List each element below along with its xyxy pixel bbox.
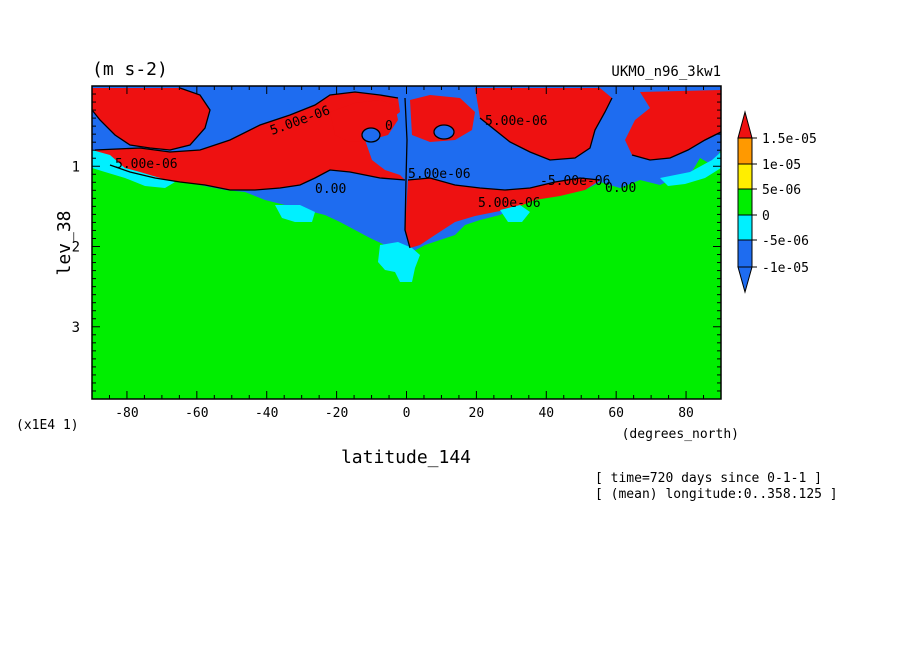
red-region-left-mid <box>95 92 405 190</box>
plot-area: 5.00e-06 5.00e-06 5.00e-06 5.00e-06 5.00… <box>91 85 722 400</box>
x-tick-label: 40 <box>538 406 554 421</box>
x-tick-label: -20 <box>325 406 348 421</box>
colorbar: 1.5e-05 1e-05 5e-06 0 -5e-06 -1e-05 <box>737 110 817 294</box>
cyan-patch-center <box>378 242 420 282</box>
colorbar-segment-cyan <box>737 214 753 241</box>
contour-label: 5.00e-06 <box>478 196 541 211</box>
contour-label: 0.00 <box>315 182 346 197</box>
cyan-patch-mid-left <box>275 205 315 222</box>
red-region-center-upper <box>330 100 398 142</box>
red-region-equator <box>405 178 600 248</box>
x-axis: -80 -60 -40 -20 0 20 40 60 80 <box>91 86 722 421</box>
contour-label: 5.00e-06 <box>485 114 548 129</box>
colorbar-tick-label: 5e-06 <box>762 183 801 198</box>
colorbar-top-arrow <box>737 110 753 139</box>
x-tick-label: -40 <box>255 406 278 421</box>
colorbar-bottom-arrow <box>737 266 753 294</box>
contour-label-group: 5.00e-06 5.00e-06 5.00e-06 5.00e-06 5.00… <box>115 103 636 211</box>
colorbar-segment-orange <box>737 137 753 165</box>
units-label: (m s-2) <box>92 59 168 80</box>
y-axis: 1 2 3 <box>72 85 721 392</box>
colorbar-tick-label: 0 <box>762 209 770 224</box>
y-tick-label: 2 <box>72 240 80 256</box>
x-axis-title: latitude_144 <box>341 447 471 468</box>
red-region-right-edge <box>625 90 721 160</box>
y-tick-label: 3 <box>72 320 80 336</box>
info-line-longitude: [ (mean) longitude:0..358.125 ] <box>595 487 838 502</box>
x-tick-label: -80 <box>115 406 138 421</box>
colorbar-tick-label: 1.5e-05 <box>762 132 817 147</box>
cyan-patch-right-mid <box>500 205 530 222</box>
y-tick-label: 1 <box>72 159 80 175</box>
x-units-label: (degrees_north) <box>622 427 739 442</box>
contour-label: 5.00e-06 <box>115 157 178 172</box>
blue-pocket-right <box>434 125 454 139</box>
colorbar-segment-blue <box>737 239 753 268</box>
x-tick-label: -60 <box>185 406 208 421</box>
blue-pocket-left <box>362 128 380 142</box>
contour-label: 0.00 <box>605 181 636 196</box>
colorbar-tick-label: 1e-05 <box>762 158 801 173</box>
colorbar-tick-label: -1e-05 <box>762 261 809 276</box>
red-region-right-top <box>475 88 612 160</box>
red-region-center-right <box>410 95 475 142</box>
colorbar-segment-yellow <box>737 163 753 190</box>
x-tick-label: 80 <box>678 406 694 421</box>
contour-lines <box>91 87 722 249</box>
red-region-left-top <box>92 88 210 150</box>
x-tick-label: 20 <box>469 406 485 421</box>
cyan-patch-left-rim <box>92 150 175 188</box>
cyan-patch-right-rim <box>660 152 721 186</box>
colorbar-ticks: 1.5e-05 1e-05 5e-06 0 -5e-06 -1e-05 <box>752 132 817 276</box>
y-scale-label: (x1E4 1) <box>16 418 79 433</box>
colorbar-tick-label: -5e-06 <box>762 234 809 249</box>
info-line-time: [ time=720 days since 0-1-1 ] <box>595 471 822 486</box>
contour-label: 5.00e-06 <box>408 167 471 182</box>
x-tick-label: 60 <box>608 406 624 421</box>
contour-label: 0 <box>385 119 393 134</box>
x-tick-label: 0 <box>403 406 411 421</box>
colorbar-segment-green <box>737 188 753 216</box>
contour-label: -5.00e-06 <box>540 174 610 189</box>
model-label: UKMO_n96_3kw1 <box>611 64 721 80</box>
y-axis-title: lev_38 <box>54 210 75 275</box>
